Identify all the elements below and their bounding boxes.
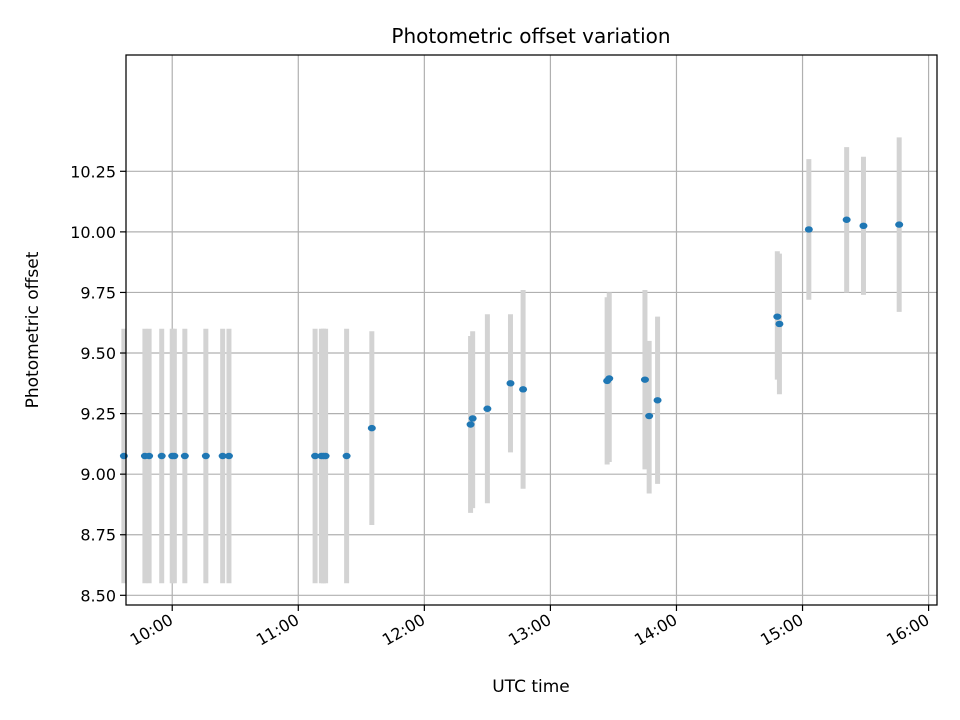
data-point (605, 375, 614, 382)
data-point (311, 452, 320, 460)
grid (126, 55, 937, 605)
plot-frame (125, 54, 938, 606)
data-point (119, 452, 128, 460)
data-point (483, 405, 492, 412)
y-tick-label: 8.50 (80, 586, 116, 605)
data-point (180, 452, 189, 460)
data-point (859, 222, 868, 230)
data-point (519, 386, 528, 393)
data-point (468, 415, 477, 422)
chart-title: Photometric offset variation (391, 24, 670, 48)
y-tick-label: 9.00 (80, 465, 116, 484)
data-point (653, 397, 662, 404)
y-axis-ticks: 8.50 8.75 9.00 9.25 9.50 9.75 10.00 10.25 (70, 162, 126, 605)
data-point (367, 424, 376, 432)
data-points (119, 216, 904, 460)
data-point (804, 226, 813, 233)
data-point (895, 221, 904, 228)
data-point (224, 452, 233, 460)
y-tick-label: 9.25 (80, 405, 116, 424)
data-point (157, 452, 166, 460)
data-point (342, 452, 351, 460)
data-point (201, 452, 210, 460)
data-point (506, 380, 515, 387)
data-point (466, 421, 475, 428)
y-axis-title: Photometric offset (23, 251, 43, 408)
y-tick-label: 9.50 (80, 344, 116, 363)
y-tick-label: 10.00 (70, 223, 116, 242)
y-tick-label: 10.25 (70, 162, 116, 181)
x-axis-title: UTC time (492, 677, 570, 697)
data-point (773, 313, 782, 320)
data-point (645, 412, 654, 420)
data-point (842, 216, 851, 223)
data-point (775, 320, 784, 328)
data-point (640, 376, 649, 383)
data-point (321, 452, 330, 460)
data-point (170, 452, 179, 460)
y-tick-label: 8.75 (80, 526, 116, 545)
y-tick-label: 9.75 (80, 283, 116, 302)
data-point (145, 452, 154, 460)
data-point (218, 452, 227, 460)
